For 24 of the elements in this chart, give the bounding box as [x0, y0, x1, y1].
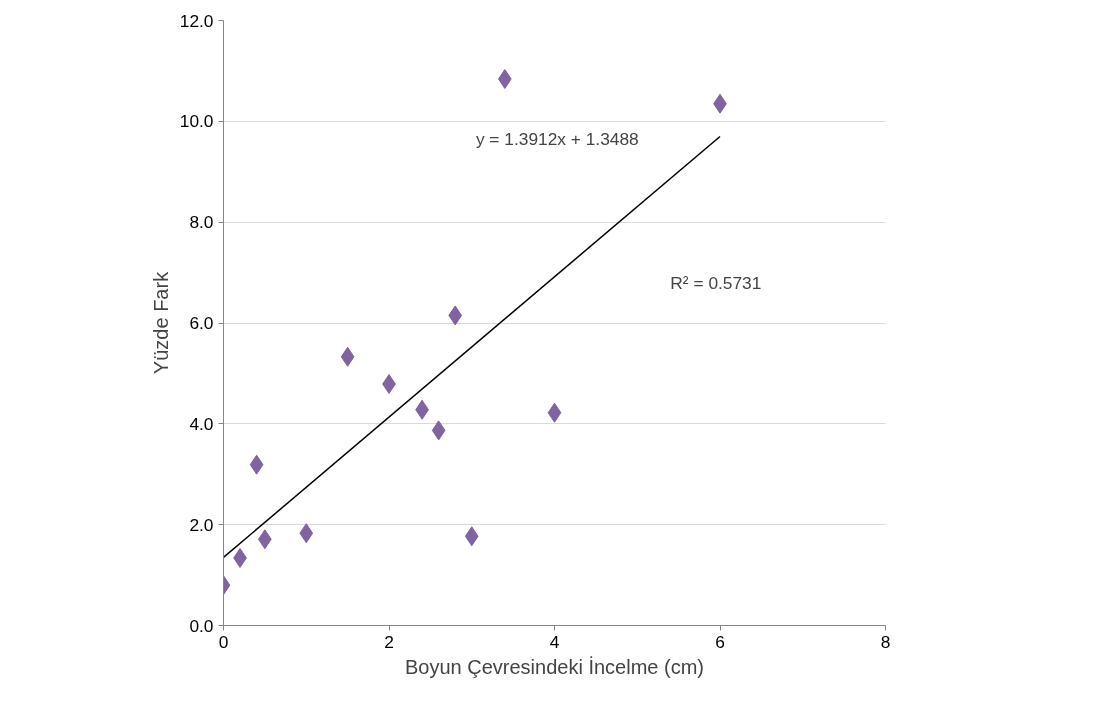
- x-tick-label: 6: [715, 631, 725, 652]
- y-tick-label: 0.0: [189, 615, 214, 636]
- y-tick-label: 4.0: [189, 413, 214, 434]
- y-tick-label: 8.0: [189, 212, 214, 233]
- point: [464, 526, 479, 547]
- x-tick-label: 2: [384, 631, 394, 652]
- y-tick-label: 2.0: [189, 514, 214, 535]
- point: [382, 374, 396, 394]
- y-tick-label: 6.0: [189, 313, 214, 333]
- point: [340, 346, 355, 367]
- y-axis-title: Yüzde Fark: [149, 270, 172, 375]
- x-tick-label: 4: [549, 631, 560, 652]
- annotation: R² = 0.5731: [670, 272, 762, 293]
- x-tick-label: 8: [880, 631, 891, 652]
- point: [249, 454, 264, 475]
- point: [299, 523, 314, 544]
- x-axis-title: Boyun Çevresindeki İncelme (cm): [405, 655, 704, 678]
- x-tick-label: 0: [218, 631, 229, 652]
- point: [547, 402, 562, 423]
- y-tick-label: 10.0: [179, 111, 214, 132]
- point: [431, 420, 446, 441]
- point: [448, 305, 463, 326]
- y-tick-label: 12.0: [179, 10, 214, 31]
- annotation: y = 1.3912x + 1.3488: [475, 129, 639, 150]
